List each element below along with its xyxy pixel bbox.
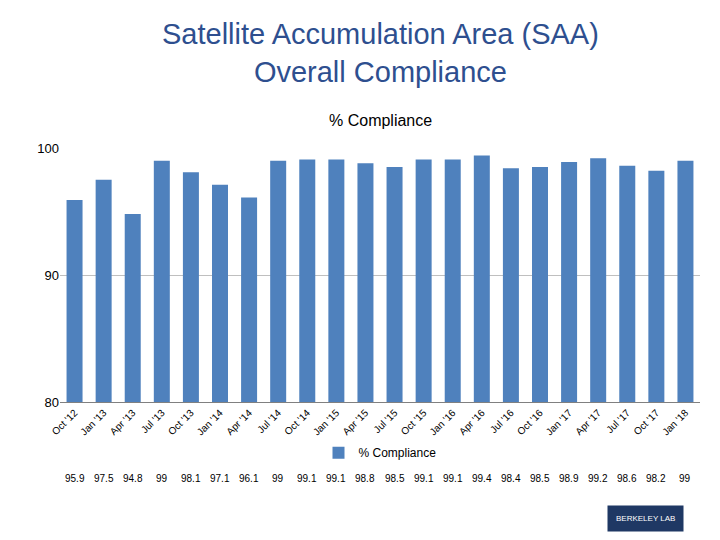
svg-text:Oct '12: Oct '12 (50, 407, 80, 437)
svg-text:100: 100 (37, 141, 59, 156)
svg-text:99.4: 99.4 (472, 473, 492, 484)
svg-text:Jul '15: Jul '15 (372, 407, 400, 435)
svg-text:Apr '15: Apr '15 (340, 407, 370, 437)
svg-text:98.8: 98.8 (355, 473, 375, 484)
svg-text:Oct '15: Oct '15 (399, 407, 429, 437)
svg-text:Jan '13: Jan '13 (78, 407, 109, 438)
svg-text:98.9: 98.9 (559, 473, 579, 484)
svg-text:96.1: 96.1 (239, 473, 259, 484)
svg-text:99.2: 99.2 (588, 473, 608, 484)
svg-text:Oct '14: Oct '14 (282, 407, 312, 437)
svg-text:98.4: 98.4 (501, 473, 521, 484)
svg-text:Jul '14: Jul '14 (255, 407, 283, 435)
svg-text:98.5: 98.5 (385, 473, 405, 484)
svg-text:Jul '17: Jul '17 (604, 407, 632, 435)
svg-text:99.1: 99.1 (297, 473, 317, 484)
svg-text:Jul '13: Jul '13 (139, 407, 167, 435)
svg-text:BERKELEY LAB: BERKELEY LAB (616, 514, 675, 523)
svg-text:98.6: 98.6 (617, 473, 637, 484)
svg-text:99: 99 (156, 473, 168, 484)
svg-text:Apr '17: Apr '17 (573, 407, 603, 437)
svg-text:Jan '16: Jan '16 (427, 407, 458, 438)
svg-text:Apr '14: Apr '14 (224, 407, 254, 437)
svg-text:98.1: 98.1 (181, 473, 201, 484)
svg-text:% Compliance: % Compliance (359, 446, 437, 460)
svg-text:Oct '13: Oct '13 (166, 407, 196, 437)
svg-text:99.1: 99.1 (414, 473, 434, 484)
svg-text:94.8: 94.8 (123, 473, 143, 484)
svg-text:Jan '14: Jan '14 (195, 407, 226, 438)
svg-text:Jan '17: Jan '17 (544, 407, 575, 438)
svg-text:99.1: 99.1 (326, 473, 346, 484)
svg-text:Apr '16: Apr '16 (457, 407, 487, 437)
svg-text:Satellite Accumulation Area (S: Satellite Accumulation Area (SAA)Overall… (162, 18, 599, 88)
svg-text:Oct '16: Oct '16 (515, 407, 545, 437)
svg-text:Jan '18: Jan '18 (660, 407, 691, 438)
svg-text:97.1: 97.1 (210, 473, 230, 484)
svg-text:Apr '13: Apr '13 (108, 407, 138, 437)
svg-text:Oct '17: Oct '17 (631, 407, 661, 437)
svg-text:97.5: 97.5 (94, 473, 114, 484)
svg-text:98.5: 98.5 (530, 473, 550, 484)
svg-text:80: 80 (45, 395, 59, 410)
svg-text:Jul '16: Jul '16 (488, 407, 516, 435)
svg-text:% Compliance: % Compliance (329, 112, 432, 129)
svg-text:98.2: 98.2 (646, 473, 666, 484)
svg-text:95.9: 95.9 (65, 473, 85, 484)
svg-text:Jan '15: Jan '15 (311, 407, 342, 438)
svg-text:99: 99 (272, 473, 284, 484)
svg-text:99.1: 99.1 (443, 473, 463, 484)
svg-text:90: 90 (45, 268, 59, 283)
svg-text:99: 99 (679, 473, 691, 484)
